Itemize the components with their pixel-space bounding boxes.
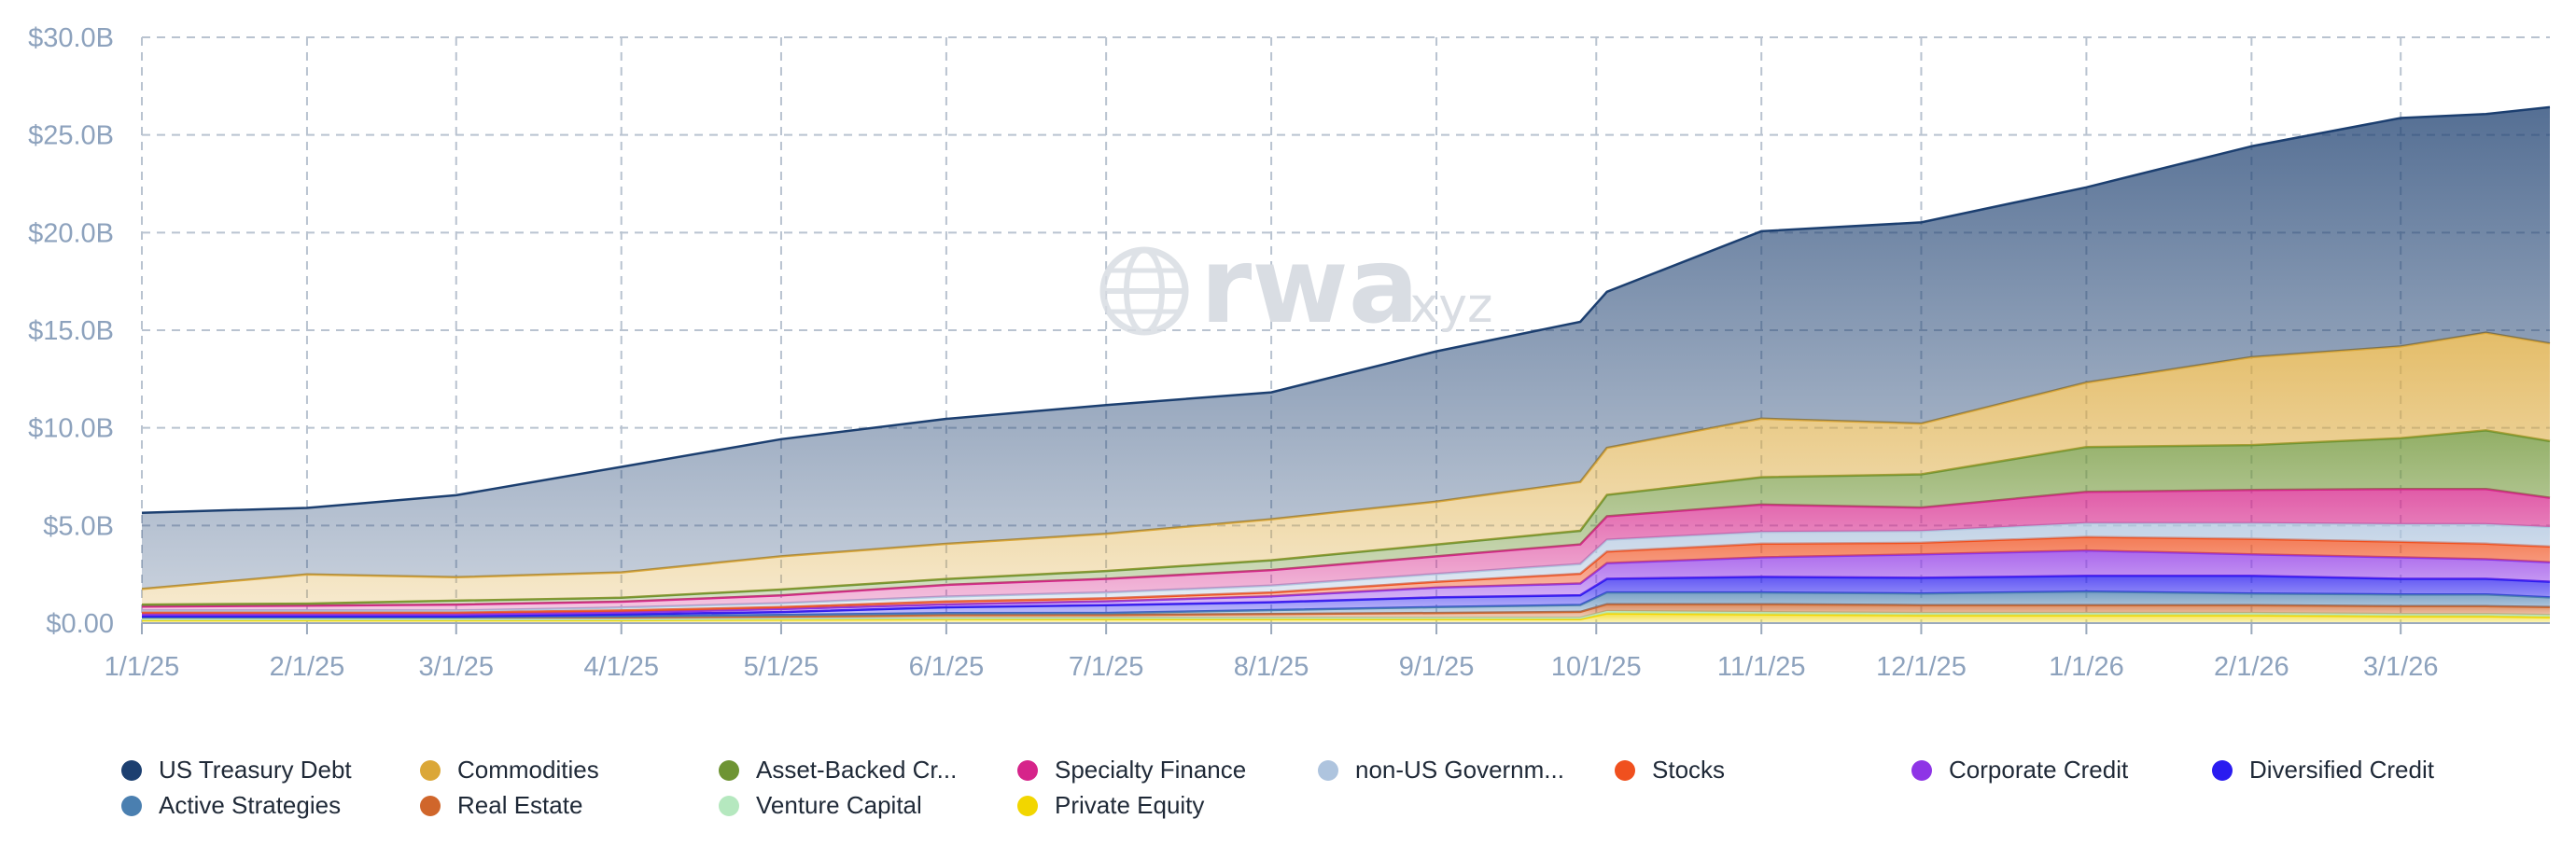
legend-label: Venture Capital	[756, 791, 922, 819]
globe-icon	[1099, 246, 1189, 336]
legend-label: Corporate Credit	[1949, 756, 2129, 784]
legend-label: US Treasury Debt	[159, 756, 352, 784]
legend-label: Private Equity	[1055, 791, 1205, 819]
x-tick-label: 9/1/25	[1399, 652, 1475, 682]
legend-color-dot	[719, 759, 739, 781]
rwa-watermark: rwa .xyz	[1099, 226, 1492, 347]
x-tick-label: 2/1/26	[2214, 652, 2289, 682]
y-tick-label: $20.0B	[28, 218, 114, 248]
legend-item-asset-backed-cr[interactable]: Asset-Backed Cr...	[719, 756, 957, 785]
legend-color-dot	[420, 759, 441, 781]
area-real-estate	[142, 604, 2550, 619]
x-tick-label: 5/1/25	[744, 652, 819, 682]
line-active-strategies	[142, 590, 2551, 618]
y-tick-label: $15.0B	[28, 316, 114, 346]
area-stocks	[142, 536, 2550, 615]
legend-color-dot	[1911, 759, 1932, 781]
legend-label: Real Estate	[457, 791, 583, 819]
legend-item-corporate-credit[interactable]: Corporate Credit	[1911, 756, 2128, 785]
line-us-treasury-debt	[141, 105, 2551, 514]
legend-item-real-estate[interactable]: Real Estate	[420, 791, 582, 820]
legend-item-venture-capital[interactable]: Venture Capital	[719, 791, 922, 820]
legend-item-us-treasury-debt[interactable]: US Treasury Debt	[121, 756, 352, 785]
legend-label: Specialty Finance	[1055, 756, 1247, 784]
legend-label: Diversified Credit	[2249, 756, 2434, 784]
y-tick-label: $0.00	[46, 609, 114, 639]
watermark-brand: rwa	[1200, 226, 1419, 347]
legend-color-dot	[420, 795, 441, 816]
legend-color-dot	[719, 795, 739, 816]
stacked-area-chart: rwa .xyz $0.00 $5.0B $10.0B $15.0B $20.0B $25…	[28, 23, 2551, 682]
x-tick-label: 3/1/26	[2363, 652, 2439, 682]
area-diversified-credit	[142, 576, 2550, 618]
y-tick-label: $30.0B	[28, 23, 114, 53]
x-tick-label: 12/1/25	[1876, 652, 1967, 682]
legend-color-dot	[1017, 759, 1038, 781]
legend-item-non-us-governm[interactable]: non-US Governm...	[1318, 756, 1564, 785]
y-tick-label: $10.0B	[28, 414, 114, 444]
legend-item-stocks[interactable]: Stocks	[1615, 756, 1725, 785]
legend-label: Asset-Backed Cr...	[756, 756, 958, 784]
legend-item-diversified-credit[interactable]: Diversified Credit	[2212, 756, 2434, 785]
area-specialty-finance	[142, 489, 2550, 611]
legend: US Treasury Debt Commodities Asset-Backed …	[0, 756, 2576, 840]
legend-label: Stocks	[1652, 756, 1726, 784]
area-commodities	[142, 332, 2550, 605]
legend-item-private-equity[interactable]: Private Equity	[1017, 791, 1204, 820]
legend-color-dot	[1318, 759, 1338, 781]
legend-color-dot	[1615, 759, 1635, 781]
x-tick-label: 7/1/25	[1069, 652, 1144, 682]
legend-color-dot	[1017, 795, 1038, 816]
x-tick-label: 4/1/25	[583, 652, 659, 682]
x-tick-label: 10/1/25	[1551, 652, 1642, 682]
area-non-us-government-debt	[142, 522, 2550, 613]
y-tick-label: $5.0B	[43, 511, 114, 541]
area-asset-backed-credit	[142, 430, 2550, 607]
x-tick-label: 6/1/25	[909, 652, 985, 682]
legend-item-commodities[interactable]: Commodities	[420, 756, 599, 785]
area-us-treasury-debt	[142, 106, 2550, 590]
area-corporate-credit	[142, 550, 2550, 617]
x-tick-label: 3/1/25	[418, 652, 494, 682]
x-tick-label: 11/1/25	[1717, 652, 1806, 682]
x-tick-label: 1/1/25	[105, 652, 180, 682]
legend-color-dot	[121, 795, 142, 816]
x-tick-label: 8/1/25	[1234, 652, 1309, 682]
legend-label: non-US Governm...	[1355, 756, 1564, 784]
x-tick-label: 1/1/26	[2049, 652, 2124, 682]
legend-item-active-strategies[interactable]: Active Strategies	[121, 791, 341, 820]
axes: $0.00 $5.0B $10.0B $15.0B $20.0B $25.0B $30.0B…	[28, 23, 2550, 682]
y-tick-label: $25.0B	[28, 121, 114, 151]
legend-label: Active Strategies	[159, 791, 342, 819]
area-active-strategies	[142, 591, 2550, 618]
x-tick-label: 2/1/25	[270, 652, 345, 682]
legend-color-dot	[2212, 759, 2233, 781]
watermark-suffix: .xyz	[1394, 278, 1492, 334]
legend-color-dot	[121, 759, 142, 781]
legend-label: Commodities	[457, 756, 599, 784]
series-areas	[141, 105, 2551, 623]
legend-item-specialty-finance[interactable]: Specialty Finance	[1017, 756, 1246, 785]
